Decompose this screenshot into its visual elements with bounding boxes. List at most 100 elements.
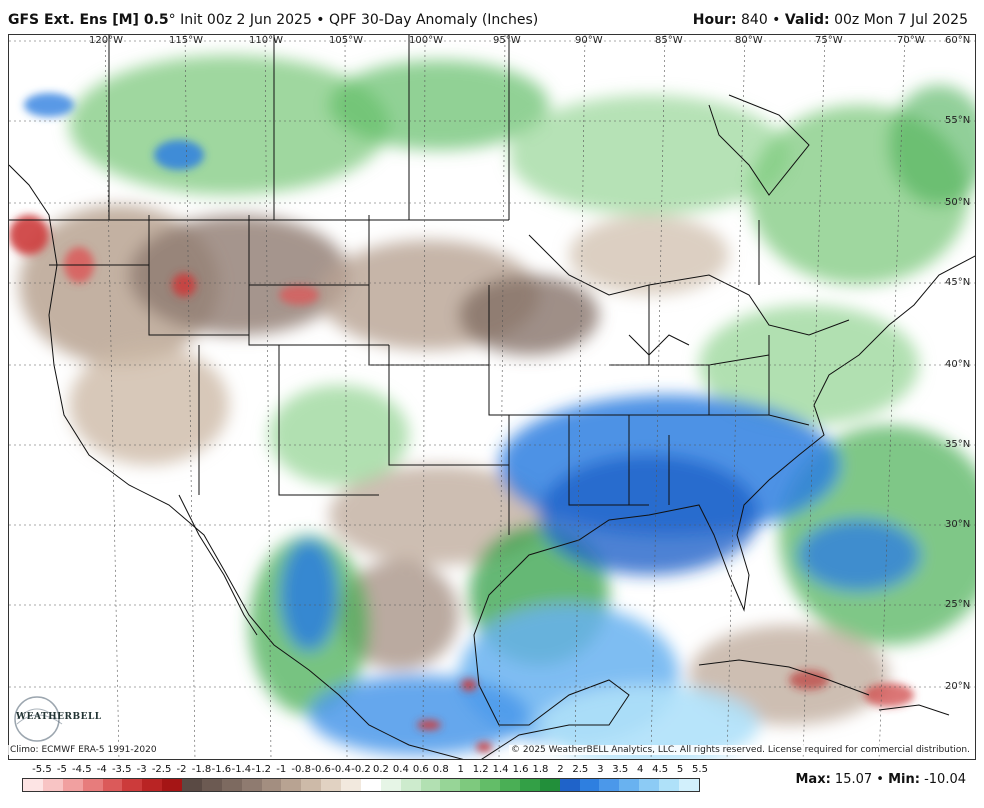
precip-anomaly-map — [9, 35, 975, 759]
colorbar-swatch — [380, 779, 401, 791]
colorbar-tick-label: 4.5 — [652, 764, 669, 775]
colorbar-swatch — [341, 779, 361, 791]
colorbar-tick-label: 1 — [457, 764, 464, 775]
colorbar-tick-label: -4 — [96, 764, 107, 775]
longitude-label: 90°W — [575, 35, 603, 46]
colorbar-swatch — [241, 779, 262, 791]
product-name: QPF 30-Day Anomaly (Inches) — [329, 12, 539, 28]
longitude-label: 85°W — [655, 35, 683, 46]
longitude-label: 75°W — [815, 35, 843, 46]
colorbar-tick-label: 3.5 — [612, 764, 629, 775]
colorbar-tick-label: -0.6 — [311, 764, 331, 775]
valid-value: 00z Mon 7 Jul 2025 — [829, 12, 968, 28]
colorbar-tick-label: -0.2 — [351, 764, 371, 775]
colorbar-tick-label: -1 — [276, 764, 287, 775]
longitude-label: 95°W — [493, 35, 521, 46]
longitude-label: 110°W — [249, 35, 283, 46]
colorbar-swatch — [559, 779, 580, 791]
colorbar-tick-label: -1.6 — [211, 764, 232, 775]
weatherbell-logo — [14, 696, 63, 742]
degree-symbol: ° — [168, 12, 176, 28]
colorbar-tick-label: 4 — [636, 764, 644, 775]
colorbar-swatch — [261, 779, 282, 791]
colorbar-tick-label: -4.5 — [72, 764, 92, 775]
colorbar-swatch — [579, 779, 600, 791]
latitude-label: 50°N — [945, 197, 971, 208]
colorbar-tick-label: 1.8 — [532, 764, 549, 775]
colorbar-swatch — [42, 779, 63, 791]
colorbar-tick-label: 0.8 — [432, 764, 449, 775]
climatology-note: Climo: ECMWF ERA-5 1991-2020 — [8, 745, 159, 755]
colorbar-swatch — [519, 779, 540, 791]
init-time: Init 00z 2 Jun 2025 — [175, 12, 312, 28]
longitude-label: 115°W — [169, 35, 203, 46]
longitude-label: 80°W — [735, 35, 763, 46]
colorbar-swatch — [23, 779, 43, 791]
colorbar-swatch — [182, 779, 202, 791]
colorbar-swatch — [162, 779, 182, 791]
colorbar-labels: -5.5 -5 -4.5 -4 -3.5 -3 -2.5 -2 -1.8 -1.6 -1.4 -1.2… — [22, 764, 708, 778]
anomaly-extremes — [9, 93, 914, 752]
latitude-label: 45°N — [945, 277, 971, 288]
stats-separator: • — [872, 772, 889, 787]
colorbar-swatch — [500, 779, 520, 791]
colorbar-tick-label: -1.8 — [191, 764, 212, 775]
colorbar-swatch — [480, 779, 500, 791]
colorbar-swatch — [122, 779, 143, 791]
map-title: GFS Ext. Ens [M] 0.5° Init 00z 2 Jun 202… — [8, 12, 538, 28]
colorbar-tick-label: -5.5 — [32, 764, 52, 775]
colorbar-swatch — [321, 779, 341, 791]
colorbar-tick-label: 5.5 — [692, 764, 708, 775]
latitude-label: 25°N — [945, 599, 971, 610]
colorbar-swatch — [678, 779, 699, 791]
colorbar-tick-label: 2 — [557, 764, 564, 775]
colorbar-swatch — [460, 779, 481, 791]
colorbar-tick-label: 3 — [597, 764, 604, 775]
longitude-label: 70°W — [897, 35, 925, 46]
colorbar-tick-label: -1.2 — [251, 764, 272, 775]
colorbar-tick-label: 5 — [676, 764, 684, 775]
anomaly-field — [19, 55, 975, 759]
colorbar-swatch — [82, 779, 103, 791]
colorbar-tick-label: 0.4 — [392, 764, 409, 775]
latitude-label: 40°N — [945, 359, 971, 370]
colorbar-swatch — [420, 779, 441, 791]
latitude-label: 20°N — [945, 681, 971, 692]
colorbar-tick-label: 0.2 — [372, 764, 389, 775]
colorbar-swatch — [142, 779, 163, 791]
colorbar-swatch — [102, 779, 123, 791]
colorbar-tick-label: -3.5 — [111, 764, 132, 775]
colorbar-swatch — [221, 779, 242, 791]
min-label: Min: — [888, 772, 920, 787]
map-panel: 120°W 115°W 110°W 105°W 100°W 95°W 90°W … — [8, 34, 976, 760]
colorbar-tick-label: 2.5 — [572, 764, 589, 775]
colorbar-swatch — [301, 779, 322, 791]
colorbar-swatch — [659, 779, 679, 791]
colorbar-swatch — [440, 779, 461, 791]
colorbar-swatch — [639, 779, 659, 791]
colorbar-tick-label: 1.2 — [472, 764, 489, 775]
valid-time-header: Hour: 840 • Valid: 00z Mon 7 Jul 2025 — [693, 12, 968, 28]
colorbar-swatch — [360, 779, 381, 791]
logo-text: WEATHERBELL — [16, 712, 102, 722]
colorbar-swatch — [619, 779, 640, 791]
graticule — [9, 35, 975, 759]
longitude-label: 100°W — [409, 35, 443, 46]
valid-label: Valid: — [784, 12, 830, 28]
hour-label: Hour: — [692, 12, 737, 28]
colorbar-tick-label: -1.4 — [231, 764, 252, 775]
header-separator: • — [767, 12, 785, 28]
colorbar-swatch — [599, 779, 620, 791]
colorbar-tick-label: -0.8 — [291, 764, 311, 775]
colorbar-tick-label: 1.6 — [512, 764, 529, 775]
colorbar — [22, 778, 700, 792]
title-separator: • — [311, 12, 330, 28]
colorbar-tick-label: -0.4 — [331, 764, 351, 775]
colorbar-tick-label: -2.5 — [151, 764, 172, 775]
colorbar-tick-label: -5 — [56, 764, 67, 775]
colorbar-tick-label: 1.4 — [492, 764, 509, 775]
copyright-notice: © 2025 WeatherBELL Analytics, LLC. All r… — [509, 745, 972, 755]
colorbar-tick-label: -2 — [176, 764, 187, 775]
hour-value: 840 — [736, 12, 768, 28]
colorbar-tick-label: -3 — [136, 764, 147, 775]
